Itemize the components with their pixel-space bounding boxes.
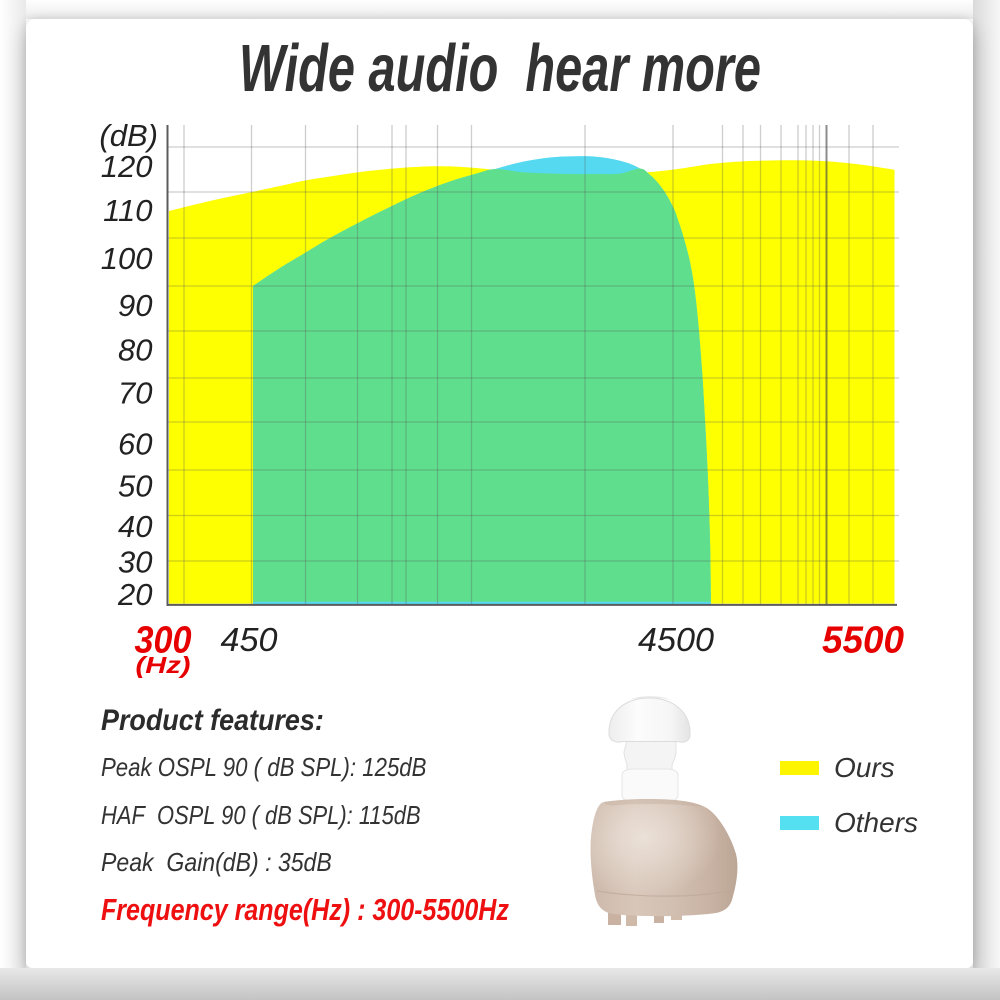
- svg-text:70: 70: [118, 376, 152, 411]
- svg-text:40: 40: [118, 509, 152, 544]
- svg-text:5500: 5500: [822, 620, 904, 662]
- svg-text:120: 120: [101, 149, 153, 184]
- svg-text:(dB): (dB): [99, 118, 158, 153]
- svg-text:50: 50: [118, 469, 152, 504]
- svg-text:Others: Others: [834, 807, 918, 838]
- svg-text:4500: 4500: [638, 621, 715, 658]
- svg-text:20: 20: [117, 577, 152, 612]
- svg-text:110: 110: [103, 193, 152, 228]
- svg-text:60: 60: [118, 427, 152, 462]
- svg-text:90: 90: [118, 288, 152, 323]
- svg-text:Ours: Ours: [834, 752, 895, 783]
- svg-text:300: 300: [135, 620, 192, 662]
- svg-text:100: 100: [101, 241, 153, 276]
- svg-text:(Hz): (Hz): [136, 652, 191, 678]
- svg-text:80: 80: [118, 333, 152, 368]
- svg-text:450: 450: [221, 621, 279, 658]
- svg-text:30: 30: [118, 545, 152, 580]
